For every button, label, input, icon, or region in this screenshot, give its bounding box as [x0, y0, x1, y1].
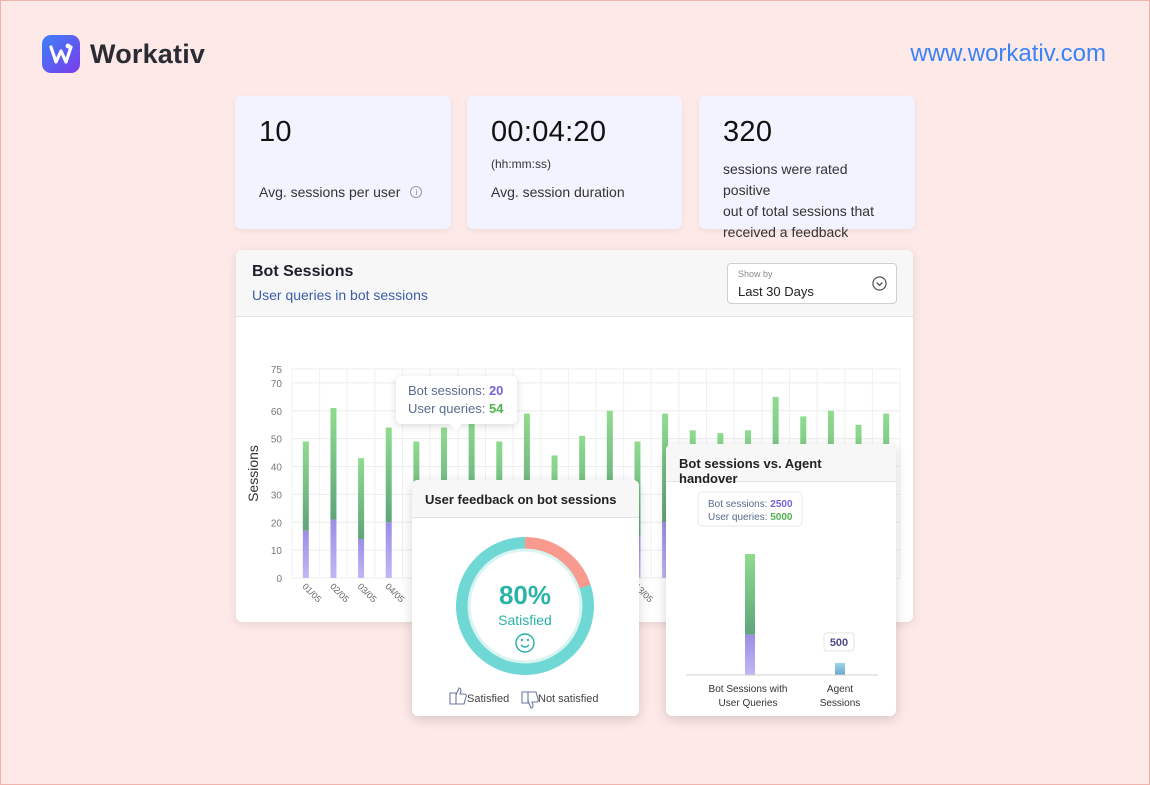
stat-label-text: Avg. sessions per user	[259, 184, 401, 200]
stat-value: 10	[259, 116, 292, 148]
legend-not-satisfied: Not satisfied	[538, 693, 599, 705]
bar-tooltip: Bot sessions: 20 User queries: 54	[396, 376, 517, 424]
workativ-logo-icon	[42, 35, 80, 73]
bar-bot-sessions	[358, 538, 365, 578]
category-label: Sessions	[820, 698, 861, 709]
handover-tooltip-query-label: User queries:	[708, 512, 770, 523]
handover-tooltip-bot: Bot sessions: 2500	[708, 499, 793, 510]
bot-sessions-subtitle: User queries in bot sessions	[252, 287, 428, 303]
smiley-eye	[520, 638, 524, 642]
agent-value-label: 500	[830, 637, 848, 649]
agent-label-box	[823, 632, 855, 652]
smiley-icon	[515, 633, 535, 653]
x-tick-label: 01/05	[300, 581, 323, 604]
brand[interactable]: Workativ	[42, 35, 205, 73]
bar-user-queries	[523, 413, 530, 517]
tooltip-query-value: 54	[488, 401, 504, 416]
bot-sessions-header: Bot Sessions User queries in bot session…	[236, 250, 913, 317]
bar-bot-sessions	[302, 530, 309, 578]
y-tick-label: 0	[276, 574, 282, 585]
bar-user-queries	[745, 554, 755, 635]
donut-inner-ring	[467, 548, 583, 664]
stat-unit: (hh:mm:ss)	[491, 157, 551, 171]
donut-center-value: 80%	[499, 580, 551, 610]
donut-center-label: Satisfied	[498, 612, 552, 628]
user-feedback-title: User feedback on bot sessions	[412, 480, 639, 518]
legend-satisfied: Satisfied	[467, 693, 509, 705]
bar-bot-sessions	[662, 522, 669, 578]
show-by-value: Last 30 Days	[738, 284, 814, 299]
smiley-face	[515, 633, 535, 653]
show-by-label: Show by	[738, 269, 773, 279]
donut-slice-not-satisfied	[456, 537, 594, 675]
y-tick-label: 30	[271, 490, 283, 501]
y-tick-label: 40	[271, 463, 283, 474]
stat-value: 00:04:20	[491, 116, 607, 148]
smiley-eye	[526, 638, 530, 642]
bot-sessions-title: Bot Sessions	[252, 263, 354, 280]
bar-bot-sessions	[745, 634, 755, 675]
tooltip-arrow	[450, 424, 462, 431]
bar-user-queries	[358, 458, 365, 539]
bot-vs-agent-title: Bot sessions vs. Agent handover	[666, 444, 896, 486]
y-tick-label: 70	[271, 379, 283, 390]
bar-user-queries	[606, 410, 613, 517]
info-icon[interactable]: i	[410, 186, 423, 198]
bar-user-queries	[662, 413, 669, 523]
user-feedback-card: User feedback on bot sessions 80% Satisfi…	[412, 480, 639, 716]
handover-tooltip-box	[697, 491, 803, 527]
x-tick-label: 03/05	[356, 581, 379, 604]
handover-tooltip-query: User queries: 5000	[708, 512, 793, 523]
x-tick-label: 04/05	[383, 581, 406, 604]
y-tick-label: 75	[271, 365, 283, 376]
feedback-donut-chart: 80% Satisfied Satisfied Not satisfied	[449, 537, 599, 709]
thumbs-down-icon	[521, 691, 539, 709]
y-tick-label: 10	[271, 546, 283, 557]
y-axis-label: Sessions	[245, 445, 261, 502]
handover-tooltip-bot-label: Bot sessions:	[708, 499, 770, 510]
stat-description: sessions were rated positive out of tota…	[723, 159, 891, 243]
site-url-link[interactable]: www.workativ.com	[910, 40, 1106, 67]
handover-tooltip-query-value: 5000	[770, 512, 793, 523]
y-tick-label: 20	[271, 518, 283, 529]
bot-vs-agent-card: Bot sessions vs. Agent handover 500 Bot s…	[666, 444, 896, 716]
tooltip-bot-value: 20	[488, 383, 504, 398]
stat-value: 320	[723, 116, 773, 148]
bar-user-queries	[441, 427, 447, 523]
stat-card-sessions-per-user: 10 Avg. sessions per user i	[235, 96, 451, 229]
category-label: Bot Sessions with	[709, 684, 788, 695]
category-label: Agent	[827, 684, 853, 695]
bar-user-queries	[468, 413, 475, 523]
show-by-dropdown[interactable]: Show by Last 30 Days	[727, 263, 897, 304]
y-tick-label: 50	[271, 435, 283, 446]
stat-card-positive-sessions: 320 sessions were rated positive out of …	[699, 96, 915, 240]
bar-bot-sessions	[385, 522, 392, 578]
chevron-down-icon	[872, 276, 887, 291]
x-tick-label: 02/05	[328, 581, 351, 604]
category-label: User Queries	[719, 698, 778, 709]
thumbs-up-icon	[449, 687, 467, 705]
stat-label: Avg. sessions per user i	[259, 184, 423, 200]
tooltip-query-line: User queries: 54	[408, 401, 503, 416]
bar-user-queries	[330, 408, 337, 520]
stat-description-line: received a feedback	[723, 224, 849, 240]
thumbs-down-shape	[521, 691, 539, 709]
stat-label: Avg. session duration	[491, 184, 625, 200]
tooltip-bot-label: Bot sessions:	[408, 383, 486, 398]
stat-card-session-duration: 00:04:20 (hh:mm:ss) Avg. session duratio…	[467, 96, 682, 229]
handover-tooltip-bot-value: 2500	[770, 499, 793, 510]
bar-user-queries	[302, 441, 309, 531]
brand-name: Workativ	[90, 38, 206, 69]
tooltip-query-label: User queries:	[408, 401, 486, 416]
bar-bot-sessions	[330, 519, 337, 578]
bar-user-queries	[385, 427, 392, 523]
thumbs-up-shape	[449, 687, 467, 705]
stat-description-line: sessions were rated positive	[723, 161, 848, 198]
y-tick-label: 60	[271, 407, 283, 418]
stat-description-line: out of total sessions that	[723, 203, 874, 219]
smiley-mouth	[520, 644, 530, 648]
bar-agent-sessions	[835, 662, 845, 675]
tooltip-bot-line: Bot sessions: 20	[408, 383, 503, 398]
